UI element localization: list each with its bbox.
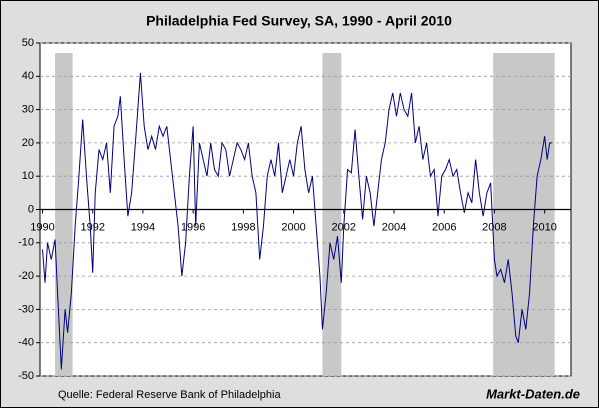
y-tick-label: -40 (18, 337, 34, 349)
y-tick-label: 0 (28, 203, 34, 215)
brand: Markt-Daten.de (486, 386, 580, 401)
y-tick-label: 30 (22, 104, 34, 116)
recession-shade (322, 53, 342, 376)
x-tick-label: 2004 (382, 221, 406, 233)
x-tick-label: 2000 (281, 221, 305, 233)
y-tick-label: -50 (18, 370, 34, 382)
y-tick-label: 20 (22, 137, 34, 149)
x-tick-label: 2002 (332, 221, 356, 233)
source: Quelle: Federal Reserve Bank of Philadel… (58, 389, 281, 401)
y-tick-label: 50 (22, 37, 34, 49)
x-tick-label: 2008 (482, 221, 506, 233)
recession-shade (55, 53, 73, 376)
y-tick-label: -10 (18, 237, 34, 249)
data-line (42, 72, 553, 370)
y-tick-label: 10 (22, 170, 34, 182)
x-tick-label: 2010 (532, 221, 556, 233)
y-tick-label: 40 (22, 70, 34, 82)
chart-title: Philadelphia Fed Survey, SA, 1990 - Apri… (146, 13, 452, 29)
y-tick-label: -30 (18, 303, 34, 315)
x-tick-label: 1990 (30, 221, 54, 233)
x-tick-label: 1994 (131, 221, 155, 233)
recession-shade (493, 53, 555, 376)
x-tick-label: 2006 (432, 221, 456, 233)
y-tick-label: -20 (18, 270, 34, 282)
x-tick-label: 1996 (181, 221, 205, 233)
x-tick-label: 1992 (80, 221, 104, 233)
x-tick-label: 1998 (231, 221, 255, 233)
